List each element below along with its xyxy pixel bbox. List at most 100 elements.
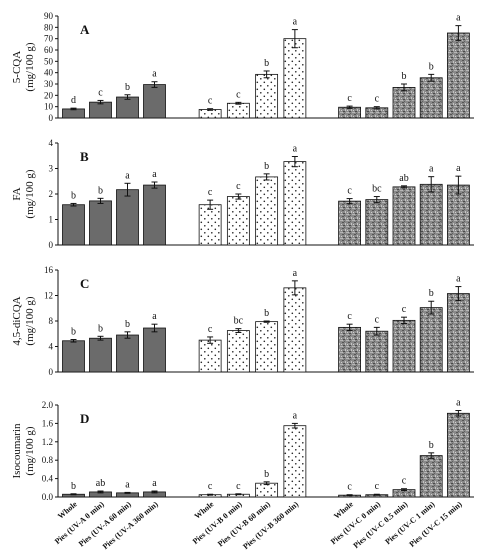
significance-letter: a (152, 311, 157, 322)
bar (89, 200, 112, 246)
y-tick-label: 30 (44, 79, 54, 89)
significance-letter: c (236, 89, 241, 100)
bar (89, 101, 112, 119)
significance-letter: b (264, 308, 269, 319)
y-tick-label: 16 (44, 265, 54, 275)
significance-letter: c (208, 187, 213, 198)
y-tick-label: 2.0 (42, 400, 54, 410)
bar (419, 455, 443, 498)
significance-letter: a (152, 69, 157, 80)
significance-letter: b (429, 440, 434, 451)
significance-letter: c (402, 304, 407, 315)
x-tick-label: Whole (56, 499, 79, 520)
bar (419, 183, 443, 246)
bar (116, 334, 139, 373)
significance-letter: a (125, 479, 130, 490)
y-tick-label: 0.4 (42, 474, 54, 484)
significance-letter: a (456, 13, 461, 24)
bar (446, 293, 470, 373)
y-tick-label: 1.2 (42, 437, 53, 447)
y-axis-label: 5-CQA(mg/100 g) (11, 42, 36, 92)
y-tick-label: 0.0 (42, 492, 54, 502)
significance-letter: b (98, 323, 103, 334)
y-tick-label: 0 (49, 113, 54, 123)
bar (255, 176, 279, 246)
significance-letter: b (98, 185, 103, 196)
bar (338, 200, 362, 246)
significance-letter: a (293, 268, 298, 279)
y-axis-label: Isocoumarin(mg/100 g) (11, 423, 36, 478)
significance-letter: b (264, 58, 269, 69)
significance-letter: a (152, 478, 157, 489)
significance-letter: b (125, 319, 130, 330)
significance-letter: c (236, 181, 241, 192)
significance-letter: a (293, 410, 298, 421)
bar (283, 38, 307, 119)
bar (198, 204, 222, 246)
y-tick-label: 4 (49, 342, 54, 352)
bar (392, 87, 416, 119)
y-tick-label: 0 (49, 367, 54, 377)
significance-letter: bc (372, 184, 382, 195)
y-tick-label: 60 (44, 45, 54, 55)
panel-C: 0 4 8 12 16 C 4,5-diCQA(mg/100 g) b b b a c bc b a c c c b… (11, 265, 474, 377)
significance-letter: c (402, 476, 407, 487)
panel-label: B (80, 149, 89, 164)
y-tick-label: 0.8 (42, 455, 54, 465)
bar (392, 186, 416, 246)
y-tick-label: 70 (44, 34, 54, 44)
significance-letter: b (71, 326, 76, 337)
significance-letter: c (347, 482, 352, 493)
y-tick-label: 50 (44, 56, 54, 66)
significance-letter: c (375, 94, 380, 105)
x-tick-label: Pies (UV-B 0 min) (191, 499, 244, 546)
significance-letter: a (125, 170, 130, 181)
significance-letter: a (456, 163, 461, 174)
bar (365, 330, 389, 373)
significance-letter: ab (399, 173, 408, 184)
panel-label: A (80, 22, 90, 37)
panel-label: D (80, 411, 89, 426)
bar (62, 204, 85, 246)
significance-letter: a (293, 17, 298, 28)
bar (283, 425, 307, 498)
panel-B: 0 1 2 3 4 B FA(mg/100 g) b b a a c c b a c bc ab a a (11, 138, 474, 250)
bar (365, 199, 389, 246)
significance-letter: c (347, 93, 352, 104)
bar (116, 96, 139, 119)
y-tick-label: 40 (44, 68, 54, 78)
significance-letter: b (429, 61, 434, 72)
y-tick-label: 20 (44, 90, 54, 100)
y-tick-label: 80 (44, 22, 54, 32)
panel-D: 0.0 0.4 0.8 1.2 1.6 2.0 D Isocoumarin(mg/100 g)… (11, 398, 474, 550)
y-tick-label: 1 (49, 215, 54, 225)
bar (446, 412, 470, 498)
significance-letter: c (347, 186, 352, 197)
bar (62, 340, 85, 373)
panel-label: C (80, 276, 89, 291)
y-axis-label: FA(mg/100 g) (11, 169, 36, 219)
bar (226, 196, 250, 246)
significance-letter: c (208, 481, 213, 492)
significance-letter: b (402, 71, 407, 82)
y-tick-label: 3 (49, 164, 54, 174)
y-tick-label: 90 (44, 11, 54, 21)
bar (283, 161, 307, 246)
bar (446, 32, 470, 119)
bar (255, 73, 279, 119)
significance-letter: b (125, 82, 130, 93)
y-tick-label: 1.6 (42, 418, 54, 428)
bar (116, 189, 139, 246)
significance-letter: a (152, 169, 157, 180)
bar (419, 77, 443, 119)
y-tick-label: 8 (49, 316, 54, 326)
y-tick-label: 4 (49, 138, 54, 148)
significance-letter: a (429, 164, 434, 175)
y-axis-label: 4,5-diCQA(mg/100 g) (11, 296, 36, 346)
y-tick-label: 12 (44, 291, 53, 301)
bar (226, 330, 250, 373)
significance-letter: a (456, 398, 461, 409)
